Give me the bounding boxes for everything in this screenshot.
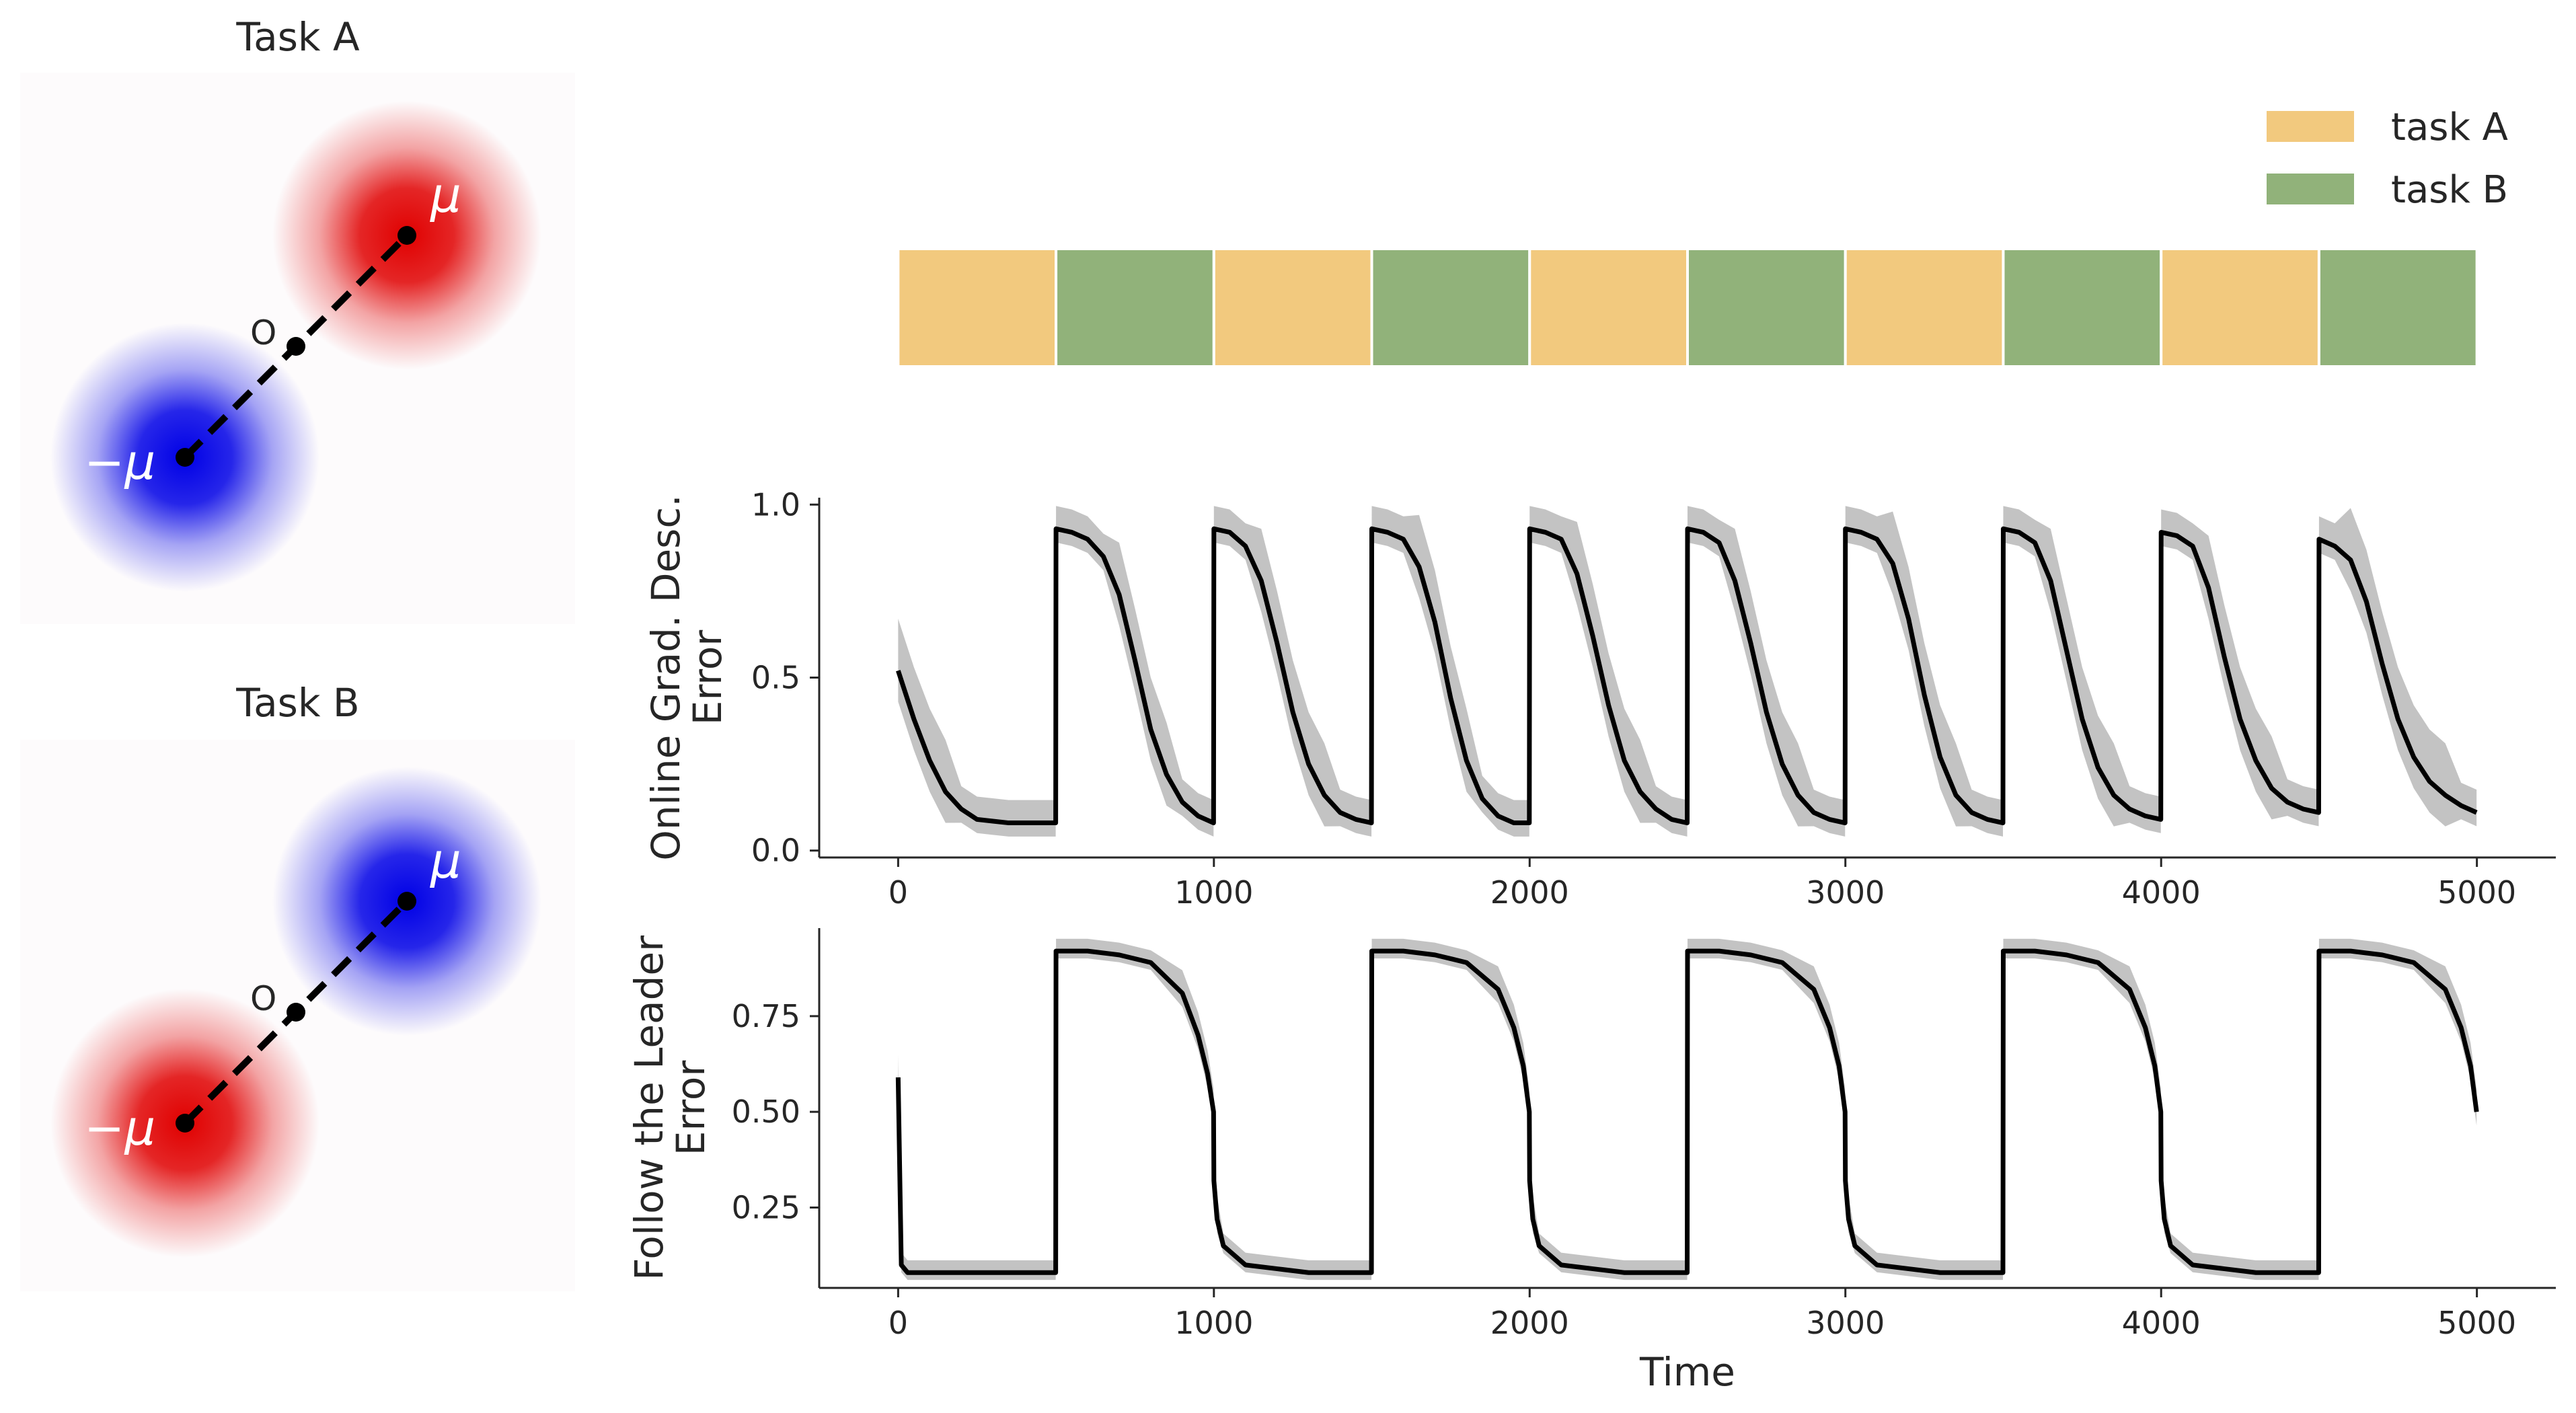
mean-error-line	[895, 948, 2479, 1275]
x-tick-label: 5000	[2437, 1305, 2516, 1341]
y-tick-label: 0.75	[732, 998, 800, 1034]
legend-label-task-b: task B	[2391, 168, 2508, 212]
task-b-origin-point	[287, 1003, 305, 1022]
x-tick-label: 1000	[1174, 874, 1253, 911]
legend-swatch-task-a	[2267, 111, 2354, 142]
schedule-segment-5-task-a	[1528, 247, 1689, 368]
y-tick-label: 0.50	[732, 1094, 800, 1130]
schedule-segment-9-task-a	[2160, 247, 2320, 368]
y-axis-label: Follow the LeaderError	[626, 935, 714, 1281]
x-tick-label: 4000	[2122, 874, 2201, 911]
task-b-origin-label: O	[250, 979, 276, 1018]
legend: task A task B	[2267, 106, 2508, 212]
ftl-error-chart: 0 1000 2000 3000 4000 5000 0.25 0.50 0.75 Follow …	[626, 928, 2556, 1395]
y-axis-label: Online Grad. Desc.Error	[643, 494, 730, 860]
task-b-neg-mu-point	[176, 1114, 194, 1133]
schedule-segment-3-task-a	[1212, 247, 1373, 368]
task-a-title: Task A	[235, 14, 360, 60]
x-axis-label: Time	[1639, 1349, 1735, 1395]
x-tick-label: 4000	[2122, 1305, 2201, 1341]
x-tick-label: 2000	[1490, 874, 1569, 911]
task-a-neg-mu-point	[176, 448, 194, 467]
x-tick-label: 3000	[1806, 874, 1885, 911]
task-a-panel: Task A μ −μ O	[20, 14, 575, 624]
x-tick-label: 2000	[1490, 1305, 1569, 1341]
x-tick-label: 5000	[2437, 874, 2516, 911]
task-b-panel: Task B μ −μ O	[20, 680, 575, 1291]
schedule-segment-4-task-b	[1370, 247, 1531, 368]
task-a-mu-label: μ	[430, 167, 461, 223]
schedule-segment-8-task-b	[2002, 247, 2163, 368]
mean-error-line	[896, 526, 2478, 826]
schedule-segment-10-task-b	[2317, 247, 2478, 368]
legend-label-task-a: task A	[2391, 106, 2508, 149]
schedule-segment-6-task-b	[1686, 247, 1847, 368]
y-tick-label: 0.0	[751, 833, 800, 869]
task-a-origin-point	[287, 337, 305, 356]
x-tick-label: 3000	[1806, 1305, 1885, 1341]
ogd-error-chart: 0 1000 2000 3000 4000 5000 0.0 0.5 1.0 Online Gra…	[643, 486, 2556, 911]
schedule-segment-7-task-a	[1844, 247, 2005, 368]
task-a-origin-label: O	[250, 313, 276, 352]
y-tick-label: 0.5	[751, 660, 800, 696]
task-a-mu-point	[397, 226, 416, 245]
schedule-segment-2-task-b	[1055, 247, 1215, 368]
task-b-neg-mu-label: −μ	[84, 1100, 155, 1156]
x-tick-label: 0	[888, 1305, 908, 1341]
legend-swatch-task-b	[2267, 174, 2354, 204]
task-a-neg-mu-label: −μ	[84, 434, 155, 490]
task-b-mu-label: μ	[430, 833, 461, 889]
x-tick-label: 0	[888, 874, 908, 911]
task-b-mu-point	[397, 892, 416, 911]
schedule-segment-1-task-a	[897, 247, 1058, 368]
task-schedule-bar	[897, 247, 2478, 368]
x-tick-label: 1000	[1174, 1305, 1253, 1341]
y-tick-label: 0.25	[732, 1189, 800, 1225]
y-tick-label: 1.0	[751, 486, 800, 523]
task-b-title: Task B	[235, 680, 359, 726]
